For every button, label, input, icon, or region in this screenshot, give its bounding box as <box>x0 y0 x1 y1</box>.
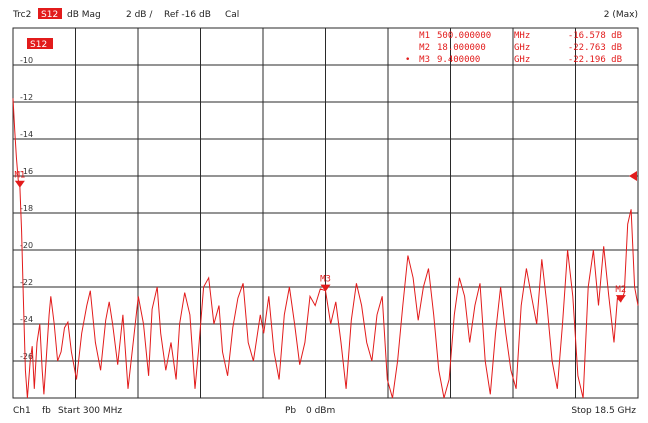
marker-name: M2 <box>419 43 430 53</box>
footer-pb: Pb <box>285 406 296 416</box>
footer-power[interactable]: 0 dBm <box>306 406 335 416</box>
marker-freq: 18.000000 <box>437 43 486 53</box>
marker-table: M1 500.000000 MHz -16.578 dB M2 18.00000… <box>405 31 622 65</box>
header-cal: Cal <box>225 10 239 20</box>
footer-start[interactable]: Start 300 MHz <box>58 406 122 416</box>
marker-triangle-icon[interactable] <box>14 180 25 188</box>
marker-unit: GHz <box>514 55 530 65</box>
header-trace-right: 2 (Max) <box>604 10 638 20</box>
marker-unit: MHz <box>514 31 530 41</box>
marker-value: -16.578 dB <box>568 31 622 41</box>
grid <box>13 28 638 398</box>
footer-channel[interactable]: Ch1 <box>13 406 31 416</box>
marker-triangle-icon[interactable] <box>615 295 626 303</box>
marker-label: M1 <box>14 171 25 181</box>
marker-active-icon: • <box>405 55 410 65</box>
header-ref: Ref -16 dB <box>164 10 211 20</box>
header-scale: 2 dB / <box>126 10 153 20</box>
trace-line <box>12 98 639 399</box>
y-tick-label: -14 <box>20 130 33 139</box>
marker-freq: 500.000000 <box>437 31 491 41</box>
marker-symbols: M1 M2 M3 <box>14 171 626 303</box>
y-tick-label: -16 <box>20 167 33 176</box>
trace-tag-badge <box>27 38 53 49</box>
y-tick-labels: -10 -12 -14 -16 -18 -20 -22 -24 -26 <box>20 56 33 361</box>
y-tick-label: -26 <box>20 352 33 361</box>
marker-value: -22.763 dB <box>568 43 622 53</box>
marker-triangle-icon[interactable] <box>320 284 331 292</box>
y-tick-label: -18 <box>20 204 33 213</box>
y-tick-label: -24 <box>20 315 33 324</box>
marker-name: M1 <box>419 31 430 41</box>
trace-tag: S12 <box>30 40 47 50</box>
marker-freq: 9.400000 <box>437 55 480 65</box>
header-param[interactable]: S12 <box>41 10 58 20</box>
y-tick-label: -22 <box>20 278 33 287</box>
ref-level-arrow-icon <box>629 171 637 181</box>
marker-label: M2 <box>615 285 626 295</box>
header-format: dB Mag <box>67 10 101 20</box>
marker-name: M3 <box>419 55 430 65</box>
y-tick-label: -12 <box>20 93 33 102</box>
header-trace[interactable]: Trc2 <box>12 10 31 20</box>
marker-unit: GHz <box>514 43 530 53</box>
trace <box>12 98 639 399</box>
marker-label: M3 <box>320 275 331 285</box>
footer-fb: fb <box>42 406 51 416</box>
marker-value: -22.196 dB <box>568 55 622 65</box>
y-tick-label: -10 <box>20 56 33 65</box>
footer-stop[interactable]: Stop 18.5 GHz <box>571 406 636 416</box>
header-param-badge <box>38 8 62 19</box>
y-tick-label: -20 <box>20 241 33 250</box>
